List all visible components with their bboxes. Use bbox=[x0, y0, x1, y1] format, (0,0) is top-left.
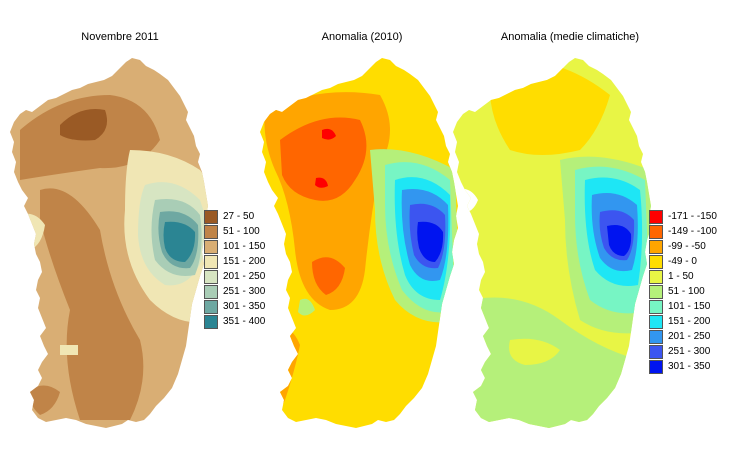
legend-rainfall-swatch bbox=[204, 300, 218, 314]
legend-anomaly-label: -149 - -100 bbox=[668, 226, 717, 237]
map-title-rainfall: Novembre 2011 bbox=[81, 31, 159, 43]
legend-anomaly-label: 51 - 100 bbox=[668, 286, 705, 297]
anomaly-2010-map bbox=[260, 58, 458, 428]
legend-anomaly-swatch bbox=[649, 330, 663, 344]
legend-rainfall-swatch bbox=[204, 270, 218, 284]
anomaly-climatic-map bbox=[453, 58, 651, 428]
legend-anomaly-label: -49 - 0 bbox=[668, 256, 697, 267]
legend-anomaly-label: 301 - 350 bbox=[668, 361, 711, 372]
legend-anomaly-label: -171 - -150 bbox=[668, 211, 717, 222]
legend-anomaly-swatch bbox=[649, 285, 663, 299]
legend-anomaly-label: -99 - -50 bbox=[668, 241, 706, 252]
legend-rainfall-swatch bbox=[204, 240, 218, 254]
legend-rainfall-label: 201 - 250 bbox=[223, 271, 266, 282]
legend-rainfall-label: 27 - 50 bbox=[223, 211, 255, 222]
legend-anomaly-label: 151 - 200 bbox=[668, 316, 711, 327]
legend-rainfall-label: 301 - 350 bbox=[223, 301, 266, 312]
legend-anomaly-label: 1 - 50 bbox=[668, 271, 694, 282]
legend-rainfall-label: 101 - 150 bbox=[223, 241, 266, 252]
legend-rainfall-swatch bbox=[204, 225, 218, 239]
legend-anomaly-label: 251 - 300 bbox=[668, 346, 711, 357]
legend-anomaly-swatch bbox=[649, 240, 663, 254]
legend-rainfall-label: 151 - 200 bbox=[223, 256, 266, 267]
map-title-anomaly-climatic: Anomalia (medie climatiche) bbox=[500, 31, 640, 43]
legend-rainfall-label: 351 - 400 bbox=[223, 316, 266, 327]
legend-anomaly-swatch bbox=[649, 315, 663, 329]
legend-anomaly-swatch bbox=[649, 360, 663, 374]
legend-anomaly-label: 201 - 250 bbox=[668, 331, 711, 342]
legend-anomaly-swatch bbox=[649, 225, 663, 239]
legend-rainfall-label: 251 - 300 bbox=[223, 286, 266, 297]
legend-anomaly-swatch bbox=[649, 300, 663, 314]
legend-rainfall-label: 51 - 100 bbox=[223, 226, 260, 237]
rainfall-map bbox=[10, 58, 208, 428]
legend-rainfall-swatch bbox=[204, 285, 218, 299]
legend-rainfall-swatch bbox=[204, 255, 218, 269]
legend-anomaly-swatch bbox=[649, 270, 663, 284]
map-title-anomaly-2010: Anomalia (2010) bbox=[321, 31, 403, 43]
legend-rainfall-swatch bbox=[204, 210, 218, 224]
legend-anomaly-swatch bbox=[649, 255, 663, 269]
legend-anomaly-swatch bbox=[649, 345, 663, 359]
legend-anomaly-label: 101 - 150 bbox=[668, 301, 711, 312]
legend-rainfall-swatch bbox=[204, 315, 218, 329]
legend-anomaly-swatch bbox=[649, 210, 663, 224]
